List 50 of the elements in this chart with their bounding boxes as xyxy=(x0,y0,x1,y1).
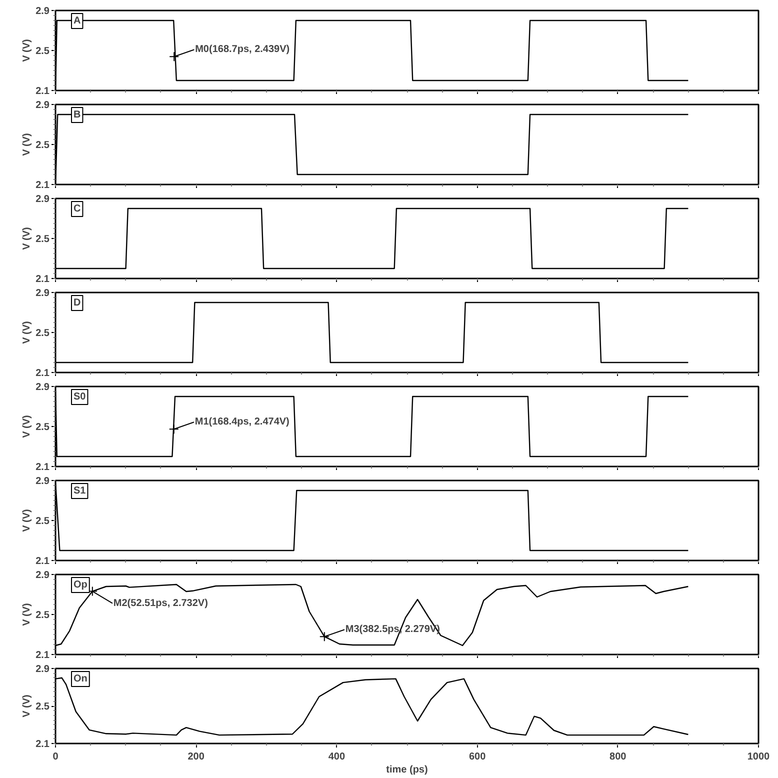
y-tick-label: 2.1 xyxy=(36,462,50,473)
x-tick-label: 1000 xyxy=(747,752,770,762)
y-tick-label: 2.5 xyxy=(36,516,50,527)
y-tick-label: 2.1 xyxy=(36,180,50,191)
y-tick-label: 2.9 xyxy=(36,570,50,581)
y-axis-title: V (V) xyxy=(22,415,33,438)
y-tick-label: 2.1 xyxy=(36,86,50,97)
text: C xyxy=(74,204,81,214)
annotation: M0(168.7ps, 2.439V) xyxy=(195,44,290,56)
y-tick-label: 2.5 xyxy=(36,140,50,151)
series-label: A xyxy=(74,16,81,26)
series-label: S1 xyxy=(74,486,86,496)
series-label: S0 xyxy=(74,392,86,402)
y-axis-title: V (V) xyxy=(22,509,33,532)
x-tick-label: 400 xyxy=(328,752,346,762)
y-tick-label: 2.1 xyxy=(36,368,50,379)
y-tick-label: 2.5 xyxy=(36,46,50,57)
y-axis-title: V (V) xyxy=(22,694,33,718)
y-tick-label: 2.9 xyxy=(36,382,50,393)
y-tick-label: 2.9 xyxy=(36,194,50,205)
y-tick-label: 2.9 xyxy=(36,6,50,17)
x-tick-label: 600 xyxy=(468,752,486,762)
y-tick-label: 2.9 xyxy=(36,288,50,299)
y-axis-title: V (V) xyxy=(22,39,33,62)
y-tick-label: 2.5 xyxy=(36,702,50,712)
y-tick-label: 2.1 xyxy=(36,556,50,567)
x-tick-label: 800 xyxy=(610,752,627,762)
x-tick-label: 200 xyxy=(188,752,205,762)
y-axis-title: V (V) xyxy=(22,133,33,156)
x-tick-label: 0 xyxy=(52,752,59,762)
y-axis-title: V (V) xyxy=(22,603,33,626)
y-tick-label: 2.9 xyxy=(36,100,50,111)
y-axis-title: V (V) xyxy=(22,321,33,344)
y-tick-label: 2.1 xyxy=(36,650,50,661)
y-tick-label: 2.1 xyxy=(36,739,50,750)
y-tick-label: 2.9 xyxy=(36,664,50,675)
y-tick-label: 2.5 xyxy=(36,422,50,433)
y-tick-label: 2.5 xyxy=(36,610,50,621)
y-tick-label: 2.5 xyxy=(36,234,50,245)
text: D xyxy=(74,298,81,308)
annotation: M2(52.51ps, 2.732V) xyxy=(113,598,208,609)
y-tick-label: 2.5 xyxy=(36,328,50,339)
x-axis-title: time (ps) xyxy=(386,764,428,776)
y-axis-title: V (V) xyxy=(22,227,33,250)
annotation: M1(168.4ps, 2.474V) xyxy=(194,416,290,428)
y-tick-label: 2.9 xyxy=(36,476,50,487)
series-label: Op xyxy=(74,580,88,590)
y-tick-label: 2.1 xyxy=(36,274,50,285)
series-label: On xyxy=(74,674,88,684)
series-label: B xyxy=(74,110,81,120)
